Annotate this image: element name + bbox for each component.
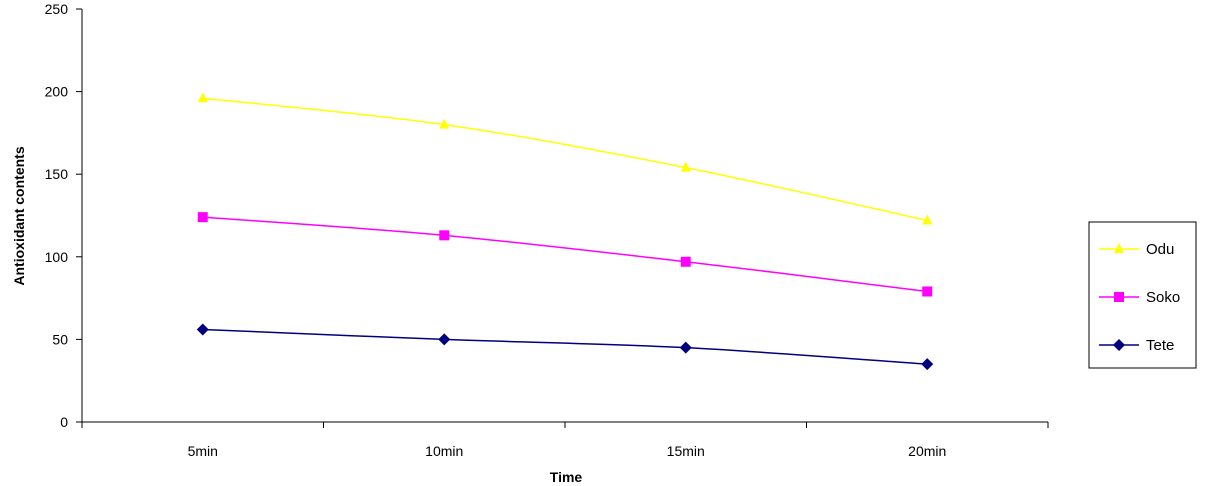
x-axis-title: Time bbox=[550, 469, 583, 485]
legend-item-soko: Soko bbox=[1099, 289, 1180, 306]
data-point-tete bbox=[921, 358, 934, 371]
x-tick-label: 10min bbox=[425, 443, 463, 459]
x-tick-label: 20min bbox=[908, 443, 946, 459]
legend-item-odu: Odu bbox=[1099, 241, 1174, 258]
series-soko bbox=[197, 212, 933, 297]
x-axis: 5min 10min 15min 20min bbox=[81, 421, 1049, 459]
legend-marker-tete bbox=[1113, 339, 1125, 351]
data-point-soko bbox=[197, 212, 208, 223]
data-point-odu bbox=[680, 161, 691, 172]
y-tick-label: 250 bbox=[45, 1, 69, 17]
legend-marker-odu bbox=[1114, 243, 1124, 253]
x-tick-label: 5min bbox=[188, 443, 218, 459]
series-line-odu bbox=[202, 97, 928, 222]
data-point-tete bbox=[438, 333, 451, 346]
data-point-odu bbox=[922, 214, 933, 225]
data-point-tete bbox=[196, 323, 209, 336]
series-tete bbox=[196, 323, 934, 371]
y-tick-label: 100 bbox=[45, 249, 69, 265]
legend-label-tete: Tete bbox=[1146, 337, 1174, 354]
data-point-soko bbox=[922, 286, 933, 297]
y-axis-title: Antioxidant contents bbox=[11, 146, 27, 285]
series-layer bbox=[196, 92, 934, 371]
series-line-soko bbox=[202, 216, 928, 293]
legend-marker-soko bbox=[1114, 292, 1124, 302]
x-tick-label: 15min bbox=[667, 443, 705, 459]
y-tick-label: 200 bbox=[45, 84, 69, 100]
y-axis: 0 50 100 150 200 250 bbox=[45, 1, 83, 430]
data-point-soko bbox=[439, 230, 450, 241]
data-point-odu bbox=[197, 92, 208, 103]
series-line-tete bbox=[202, 328, 928, 365]
data-point-soko bbox=[680, 256, 691, 267]
legend: Odu Soko Tete bbox=[1088, 221, 1197, 369]
data-point-odu bbox=[439, 118, 450, 129]
legend-item-tete: Tete bbox=[1099, 337, 1174, 354]
y-tick-label: 50 bbox=[52, 331, 68, 347]
y-tick-label: 0 bbox=[60, 414, 68, 430]
legend-box bbox=[1088, 221, 1197, 369]
series-odu bbox=[197, 92, 933, 225]
data-point-tete bbox=[679, 341, 692, 354]
legend-label-soko: Soko bbox=[1146, 289, 1180, 306]
legend-label-odu: Odu bbox=[1146, 241, 1174, 258]
y-tick-label: 150 bbox=[45, 166, 69, 182]
